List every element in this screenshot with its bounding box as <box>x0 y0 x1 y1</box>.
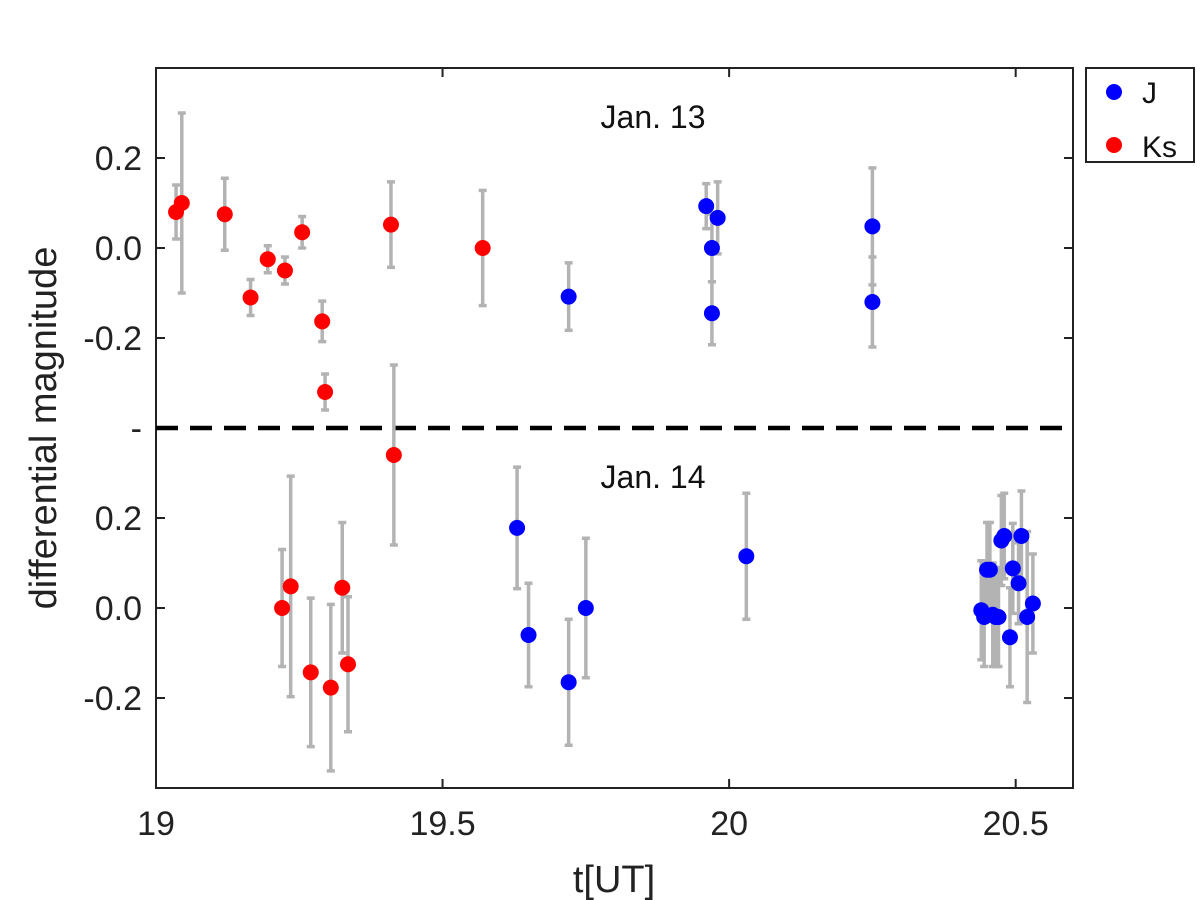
data-point-ks <box>173 195 190 211</box>
legend-label-j: J <box>1142 77 1157 110</box>
data-point-ks <box>317 384 334 400</box>
panel-label-jan14: Jan. 14 <box>601 459 706 495</box>
y-axis-title: differential magnitude <box>23 247 65 610</box>
data-point-ks <box>339 656 356 673</box>
data-point-ks <box>302 664 319 681</box>
data-point-j <box>1024 595 1041 612</box>
data-point-j <box>1013 528 1030 544</box>
x-tick-label: 20.5 <box>983 805 1049 843</box>
data-point-j <box>990 609 1007 625</box>
y-tick-label: 0.2 <box>95 140 142 178</box>
data-point-j <box>520 627 537 643</box>
y-tick-label: -0.2 <box>83 320 142 358</box>
y-tick-label: 0.0 <box>95 590 142 628</box>
data-point-j <box>1004 560 1021 577</box>
data-point-j <box>703 240 720 256</box>
data-point-j <box>709 209 726 226</box>
x-tick-label: 19 <box>137 805 175 843</box>
data-point-ks <box>314 313 331 330</box>
data-point-ks <box>322 679 339 696</box>
data-point-ks <box>259 251 276 268</box>
y-tick-label: - <box>131 410 142 448</box>
data-point-ks <box>474 240 491 256</box>
data-point-j <box>738 548 755 565</box>
data-point-j <box>1019 609 1036 625</box>
x-tick-label: 19.5 <box>409 805 475 843</box>
data-point-j <box>698 198 715 215</box>
data-markers <box>168 195 1041 696</box>
panel-label-jan13: Jan. 13 <box>601 99 706 135</box>
y-tick-label: -0.2 <box>83 680 142 718</box>
data-point-j <box>560 674 577 691</box>
data-point-ks <box>282 578 299 595</box>
x-axis-title: t[UT] <box>573 859 655 900</box>
data-point-j <box>864 218 881 235</box>
data-point-ks <box>334 579 351 596</box>
y-tick-label: 0.2 <box>95 500 142 538</box>
data-point-ks <box>274 600 291 616</box>
data-point-j <box>1001 629 1018 646</box>
data-point-ks <box>385 447 402 463</box>
data-point-ks <box>216 206 233 223</box>
legend-label-ks: Ks <box>1142 131 1177 164</box>
x-tick-label: 20 <box>710 805 748 843</box>
data-point-j <box>864 294 881 310</box>
data-point-ks <box>242 289 259 306</box>
data-point-j <box>577 600 594 616</box>
data-point-j <box>996 528 1013 544</box>
data-point-j <box>703 305 720 322</box>
axis-ticks <box>155 68 1073 788</box>
data-point-ks <box>276 262 293 279</box>
data-point-ks <box>382 216 399 233</box>
legend-marker-j <box>1106 84 1122 100</box>
data-point-ks <box>294 224 311 241</box>
data-point-j <box>509 519 526 536</box>
legend-box <box>1085 67 1195 163</box>
legend-marker-ks <box>1106 137 1122 153</box>
data-point-j <box>560 288 577 305</box>
legend: J Ks <box>1085 67 1195 164</box>
y-tick-label: 0.0 <box>95 230 142 268</box>
data-point-j <box>1010 575 1027 592</box>
tick-labels: 19 19.5 20 20.50.20.0-0.2-0.20.0-0.2 <box>83 140 1048 843</box>
data-point-j <box>981 561 998 578</box>
